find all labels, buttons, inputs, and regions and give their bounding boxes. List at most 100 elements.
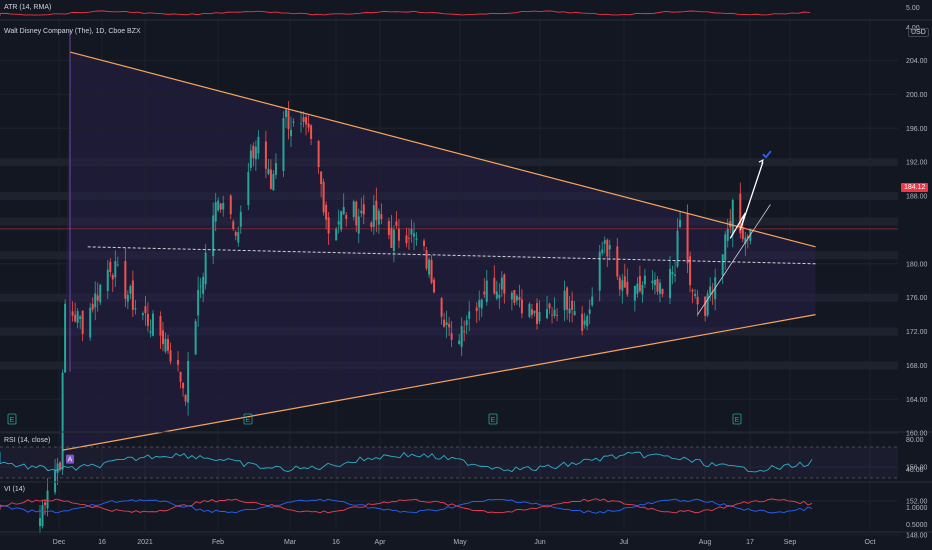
candle-body: [94, 293, 97, 308]
time-tick-label: 17: [746, 539, 754, 546]
candle-body: [626, 281, 629, 295]
candle-body: [392, 229, 395, 252]
candle-body: [106, 269, 109, 292]
candle-body: [76, 311, 79, 323]
candle-body: [99, 284, 102, 303]
earnings-marker-label: E: [491, 417, 496, 424]
candle-body: [518, 296, 521, 300]
candle-body: [658, 282, 661, 294]
candle-body: [126, 294, 129, 302]
candle-body: [290, 129, 292, 137]
candle-body: [229, 195, 232, 215]
candle-body: [415, 238, 418, 240]
candle-body: [56, 463, 59, 473]
candle-body: [548, 303, 551, 309]
candle-body: [551, 314, 554, 316]
candle-body: [443, 319, 446, 327]
candle-body: [380, 214, 383, 220]
candle-body: [342, 206, 345, 215]
candle-body: [566, 287, 569, 310]
candle-body: [89, 307, 92, 338]
candle-body: [731, 199, 734, 235]
candle-body: [284, 109, 287, 118]
candle-body: [141, 313, 144, 316]
atr-tick-label: 5.00: [906, 5, 920, 12]
candle-body: [46, 490, 49, 509]
price-tick-label: 188.00: [906, 194, 928, 201]
candle-body: [169, 350, 172, 362]
price-tick-label: 176.00: [906, 295, 928, 302]
candle-body: [656, 279, 659, 292]
price-tick-label: 168.00: [906, 363, 928, 370]
candle-body: [340, 211, 343, 230]
candle-body: [598, 251, 601, 291]
candle-body: [721, 254, 724, 276]
candle-body: [124, 261, 127, 299]
time-tick-label: Feb: [212, 539, 224, 546]
candle-body: [257, 136, 260, 154]
candle-body: [568, 308, 571, 314]
candle-body: [357, 216, 360, 234]
time-tick-label: Dec: [53, 539, 66, 546]
candle-body: [197, 290, 200, 316]
candle-body: [292, 121, 295, 123]
candle-body: [395, 221, 398, 226]
candle-body: [302, 117, 305, 123]
candle-body: [563, 290, 566, 311]
candle-body: [483, 291, 486, 295]
candle-body: [109, 261, 112, 273]
candle-body: [465, 320, 468, 326]
rsi-band: [0, 447, 898, 478]
candle-body: [327, 217, 330, 234]
candle-body: [182, 382, 185, 389]
candle-body: [81, 310, 84, 334]
candle-body: [606, 239, 609, 257]
candle-body: [556, 315, 559, 316]
candle-body: [638, 275, 641, 292]
candle-body: [222, 203, 225, 210]
candle-body: [412, 233, 415, 237]
candle-body: [355, 201, 358, 226]
earnings-marker: [243, 413, 253, 425]
candle-body: [696, 296, 699, 305]
candle-body: [528, 303, 531, 317]
candle-body: [674, 274, 677, 276]
price-tick-label: 192.00: [906, 160, 928, 167]
candle-body: [448, 323, 451, 328]
candle-body: [352, 201, 355, 218]
candle-body: [337, 221, 340, 225]
candle-body: [232, 221, 235, 230]
candle-body: [669, 268, 672, 299]
candle-body: [686, 213, 689, 264]
earnings-marker: [488, 413, 498, 425]
candle-body: [375, 200, 378, 221]
earnings-marker: [7, 413, 17, 425]
candle-body: [583, 320, 586, 325]
candle-body: [513, 289, 516, 303]
time-tick-label: Sep: [784, 539, 797, 546]
candle-body: [410, 228, 413, 235]
candle-body: [553, 309, 556, 317]
candle-body: [425, 250, 428, 269]
time-tick-label: 16: [332, 539, 340, 546]
currency-badge[interactable]: USD: [908, 28, 929, 37]
candle-body: [533, 310, 536, 314]
rsi-line: [0, 451, 813, 473]
price-tick-label: 180.00: [906, 261, 928, 268]
candle-body: [616, 246, 619, 277]
time-tick-label: Jul: [620, 539, 629, 546]
candle-body: [322, 181, 325, 213]
checkmark-icon: [762, 150, 772, 159]
candle-body: [689, 256, 692, 286]
candle-body: [741, 228, 744, 240]
candle-body: [746, 235, 749, 239]
candle-body: [129, 286, 132, 294]
neckline-dashed: [87, 246, 816, 265]
candle-body: [317, 140, 320, 168]
candle-body: [468, 311, 471, 319]
candle-body: [287, 110, 290, 130]
candle-body: [641, 285, 644, 295]
candle-body: [307, 123, 310, 128]
candle-body: [463, 331, 466, 333]
